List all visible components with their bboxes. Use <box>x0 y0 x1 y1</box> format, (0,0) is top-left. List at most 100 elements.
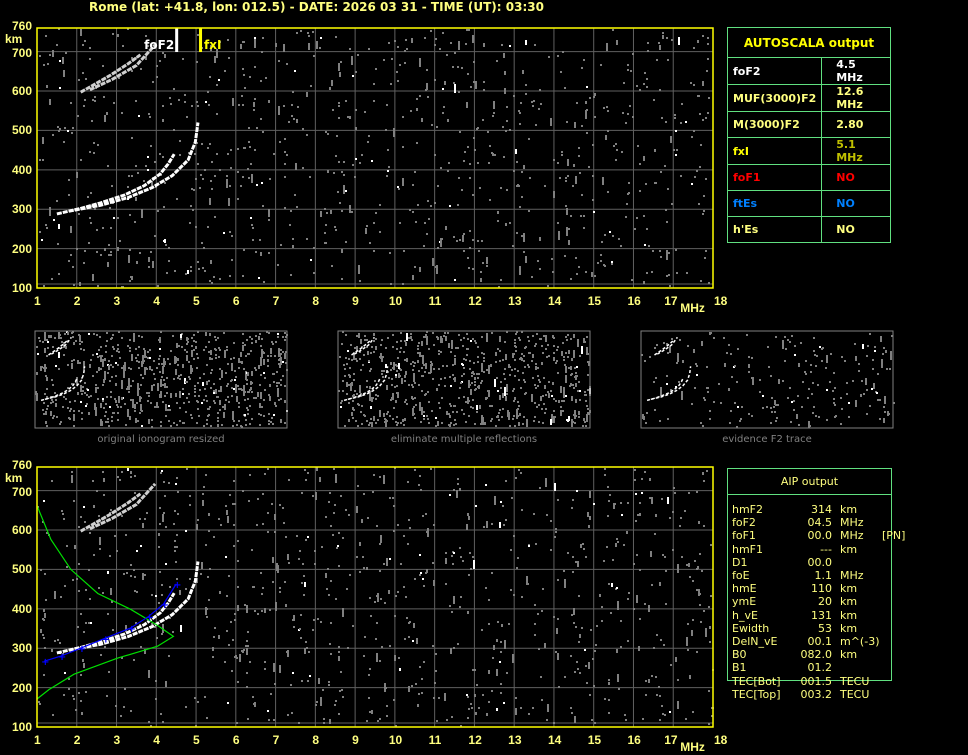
noise-echo <box>186 116 188 118</box>
noise-echo <box>687 649 689 651</box>
noise-echo <box>472 268 474 270</box>
thumbnail-noise <box>284 400 286 403</box>
thumbnail-noise <box>377 419 379 421</box>
noise-echo <box>216 84 218 86</box>
noise-echo <box>126 572 128 574</box>
noise-echo <box>107 613 109 615</box>
thumbnail-noise <box>587 389 589 391</box>
noise-echo <box>279 587 281 589</box>
thumbnail-noise <box>284 385 286 387</box>
noise-echo <box>46 227 48 229</box>
thumbnail-noise <box>790 421 792 423</box>
thumbnail-noise <box>219 409 221 411</box>
thumbnail-noise <box>132 399 134 408</box>
noise-echo <box>159 153 161 155</box>
thumbnail-noise <box>276 382 278 384</box>
thumbnail-noise <box>67 332 69 335</box>
noise-echo <box>501 624 503 627</box>
y-unit-label: km <box>5 32 23 46</box>
thumbnail-noise <box>209 357 211 359</box>
thumbnail-noise <box>517 370 519 372</box>
noise-echo <box>144 518 146 520</box>
noise-echo <box>68 688 70 690</box>
thumbnail-noise <box>371 397 373 402</box>
noise-echo <box>209 198 211 205</box>
thumbnail-noise <box>645 422 647 424</box>
thumbnail-noise <box>87 389 89 391</box>
noise-echo <box>248 500 250 502</box>
noise-echo <box>480 271 482 273</box>
noise-echo <box>601 606 603 608</box>
noise-echo <box>494 496 496 505</box>
noise-echo <box>52 50 54 57</box>
noise-echo <box>403 535 405 537</box>
thumbnail-noise <box>810 371 812 373</box>
thumbnail-noise <box>166 386 168 388</box>
thumbnail-noise <box>425 363 427 369</box>
thumbnail-noise <box>356 360 358 362</box>
noise-echo <box>398 188 400 190</box>
noise-echo <box>504 640 506 649</box>
thumbnail-noise <box>242 333 244 335</box>
noise-echo <box>645 694 647 696</box>
noise-echo <box>233 480 235 482</box>
thumbnail-noise <box>356 346 358 351</box>
thumbnail-noise <box>138 367 140 369</box>
thumbnail-noise <box>504 387 506 396</box>
thumbnail-noise <box>197 408 199 410</box>
noise-echo <box>448 162 450 164</box>
thumbnail-noise <box>165 404 167 411</box>
noise-echo <box>52 134 54 136</box>
thumbnail-noise <box>579 390 581 392</box>
thumbnail-noise <box>568 416 570 421</box>
noise-echo <box>656 59 658 61</box>
noise-echo <box>94 100 96 102</box>
noise-echo <box>191 188 193 190</box>
thumbnail-noise <box>660 387 662 396</box>
thumbnail-noise <box>191 345 193 347</box>
thumbnail-noise <box>360 369 362 371</box>
noise-echo <box>349 205 351 213</box>
thumbnail-noise <box>238 420 240 422</box>
noise-echo <box>308 43 310 50</box>
noise-echo <box>688 565 690 567</box>
noise-echo <box>270 693 272 695</box>
thumbnail-noise <box>470 389 472 395</box>
noise-echo <box>473 61 475 63</box>
thumbnail-noise <box>370 368 372 370</box>
noise-echo <box>135 100 137 102</box>
thumbnail-noise <box>762 395 764 397</box>
noise-echo <box>313 272 315 274</box>
noise-echo <box>398 657 400 659</box>
thumbnail-noise <box>44 332 46 341</box>
noise-echo <box>504 88 506 94</box>
aip-name: h_vE <box>732 608 758 622</box>
noise-echo <box>462 560 464 562</box>
thumbnail-noise <box>54 392 56 394</box>
noise-echo <box>208 530 210 532</box>
thumbnail-noise <box>397 357 399 359</box>
thumbnail-noise <box>787 397 789 399</box>
noise-echo <box>519 123 521 125</box>
noise-echo <box>462 235 464 242</box>
noise-echo <box>702 35 704 37</box>
noise-echo <box>259 239 261 241</box>
thumbnail-noise <box>541 362 543 365</box>
noise-echo <box>51 480 53 482</box>
thumbnail-noise <box>246 339 248 341</box>
noise-echo <box>561 151 563 153</box>
y-tick-label: 760 <box>11 458 32 472</box>
noise-echo <box>625 719 627 721</box>
thumbnail-noise <box>415 404 417 406</box>
noise-echo <box>151 594 153 596</box>
noise-echo <box>185 530 187 532</box>
noise-echo <box>96 229 98 231</box>
thumbnail-noise <box>448 413 450 415</box>
noise-echo <box>121 112 123 114</box>
noise-echo <box>145 56 147 60</box>
noise-echo <box>64 672 66 674</box>
noise-echo <box>685 121 687 123</box>
noise-echo <box>99 548 101 550</box>
thumbnail-noise <box>511 369 513 371</box>
thumbnail-noise <box>191 337 193 339</box>
